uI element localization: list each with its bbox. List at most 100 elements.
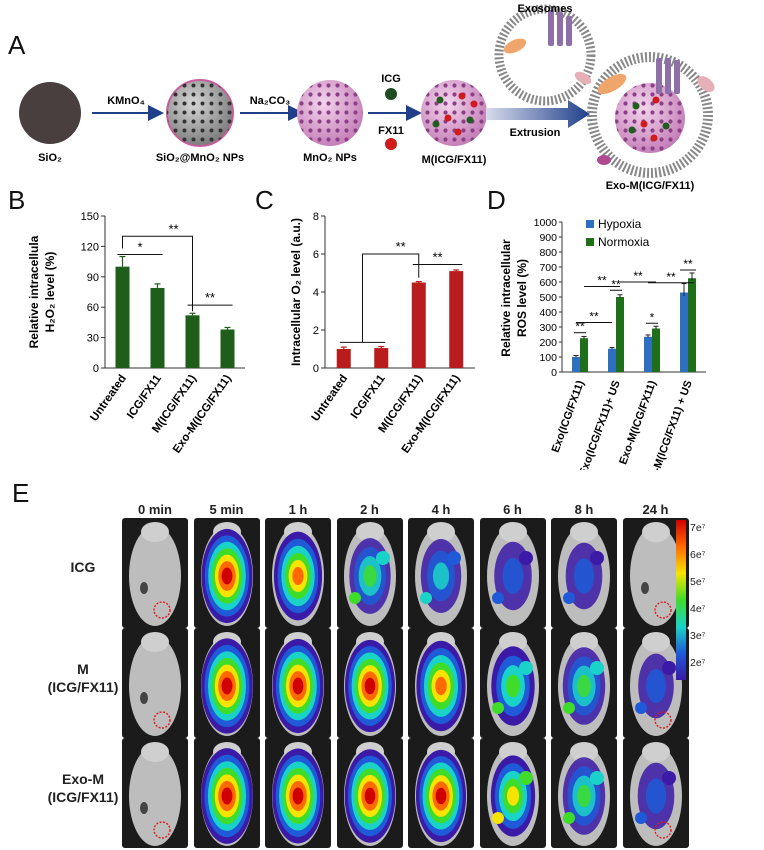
chart-h2o2: 0306090120150UntreatedICG/FX11M(ICG/FX11…	[27, 211, 245, 456]
significance-label: **	[597, 274, 607, 288]
fluorescence-image	[408, 518, 474, 628]
fluorescence-image	[265, 738, 331, 848]
bar	[185, 315, 200, 368]
icg-dot	[385, 88, 397, 100]
y-axis-title: Intracellular O₂ level (a.u.)	[289, 218, 303, 366]
x-tick-label: Untreated	[310, 373, 351, 424]
significance-label: **	[205, 290, 215, 305]
panel-letter-c: C	[255, 185, 274, 215]
fluorescence-image	[336, 518, 403, 628]
significance-label: *	[650, 310, 655, 324]
significance-label: **	[589, 310, 599, 324]
time-label: 24 h	[642, 502, 669, 517]
x-tick-label: ICG/FX11	[125, 372, 164, 421]
panel-letter-a: A	[8, 30, 26, 60]
fluorescence-image	[336, 738, 403, 848]
significance-label: **	[666, 270, 676, 284]
legend-label: Hypoxia	[598, 217, 642, 231]
y-tick-label: 2	[313, 325, 319, 337]
label-sio2-mno2: SiO₂@MnO₂ NPs	[156, 152, 244, 164]
bar	[411, 282, 426, 368]
bar	[220, 329, 235, 368]
significance-label: **	[432, 249, 442, 264]
exosome-vesicle	[494, 4, 596, 106]
label-fx11: FX11	[378, 125, 404, 137]
fluorescence-image	[193, 738, 260, 848]
significance-label: *	[137, 240, 142, 255]
y-axis-title-line2: H₂O₂ level (%)	[43, 252, 57, 333]
bar	[680, 292, 688, 372]
bar	[449, 271, 464, 368]
x-tick-label: ICG/FX11	[349, 372, 388, 421]
arrow-extrusion	[486, 100, 590, 128]
fluorescence-image	[479, 518, 546, 628]
label-na2co3: Na₂CO₃	[250, 95, 291, 107]
y-tick-label: 150	[81, 211, 99, 223]
fluorescence-image	[408, 738, 474, 848]
time-label: 1 h	[288, 502, 308, 517]
y-axis-title-line1: Relative intracellula	[27, 235, 41, 348]
y-tick-label: 30	[87, 333, 99, 345]
label-extrusion: Extrusion	[510, 127, 561, 139]
bar	[580, 338, 588, 372]
time-label: 6 h	[503, 502, 522, 517]
y-tick-label: 300	[539, 322, 557, 334]
time-label: 2 h	[360, 502, 379, 517]
y-tick-label: 900	[539, 232, 557, 244]
bar	[150, 287, 165, 368]
bar	[688, 278, 696, 372]
colorbar	[676, 520, 686, 680]
x-tick-label: Exo(ICG/FX11)	[550, 379, 587, 455]
bar	[374, 348, 389, 368]
loaded-drugs	[432, 92, 478, 136]
chart-ros: 0 100 200 300 400 500 600 700 800 900 1000 Relative…	[499, 217, 706, 470]
legend-label: Normoxia	[598, 235, 650, 249]
significance-bracket	[362, 253, 420, 343]
label-kmno4: KMnO₄	[107, 95, 145, 107]
colorbar-tick-label: 5e⁷	[690, 576, 706, 588]
bar	[652, 328, 660, 372]
y-tick-label: 0	[93, 363, 99, 375]
y-axis-title-line1: Relative intracellular	[499, 239, 513, 357]
bar	[572, 357, 580, 372]
bar	[115, 266, 130, 368]
x-tick-label: Untreated	[88, 373, 129, 424]
fx11-dot	[385, 138, 397, 150]
significance-label: **	[683, 257, 693, 271]
fluorescence-image	[122, 628, 188, 738]
y-tick-label: 60	[87, 302, 99, 314]
y-tick-label: 800	[539, 247, 557, 259]
significance-label: **	[396, 239, 406, 254]
label-exo-m: Exo-M(ICG/FX11)	[606, 180, 695, 192]
fluorescence-image	[551, 518, 617, 628]
y-tick-label: 4	[313, 287, 319, 299]
row-label: Exo-M (ICG/FX11)	[47, 771, 119, 805]
y-tick-label: 600	[539, 277, 557, 289]
fluorescence-image	[622, 628, 689, 738]
colorbar-tick-label: 7e⁷	[690, 522, 706, 534]
bar	[644, 336, 652, 372]
y-tick-label: 8	[313, 211, 319, 223]
y-axis-title-line2: ROS level (%)	[515, 259, 529, 337]
label-icg: ICG	[381, 73, 401, 85]
sio2-particle	[19, 82, 81, 144]
x-tick-label: Exo(ICG/FX11)+ US	[577, 379, 623, 470]
chart-o2: 02468UntreatedICG/FX11M(ICG/FX11)Exo-M(I…	[289, 211, 475, 456]
panel-letter-e: E	[12, 478, 30, 508]
fluorescence-image	[622, 738, 689, 848]
fluorescence-image	[265, 628, 331, 738]
fluorescence-image	[479, 738, 546, 848]
exo-m-particle	[587, 52, 715, 178]
colorbar-tick-label: 2e⁷	[690, 657, 706, 669]
time-label: 0 min	[138, 502, 172, 517]
legend-swatch	[586, 220, 594, 228]
row-label: ICG	[70, 559, 96, 575]
y-tick-label: 6	[313, 249, 319, 261]
label-m-icg-fx11: M(ICG/FX11)	[422, 154, 487, 166]
fluorescence-image	[193, 518, 260, 628]
significance-label: **	[168, 221, 178, 236]
significance-label: **	[611, 277, 621, 291]
y-tick-label: 0	[313, 363, 319, 375]
legend-swatch	[586, 238, 594, 246]
significance-label: **	[633, 269, 643, 283]
